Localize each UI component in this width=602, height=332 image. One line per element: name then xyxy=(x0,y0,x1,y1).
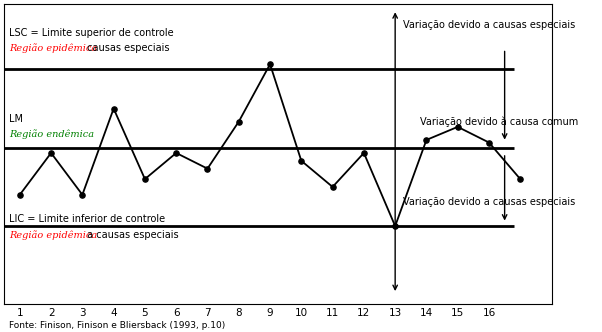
Text: LSC = Limite superior de controle: LSC = Limite superior de controle xyxy=(9,28,173,38)
Text: Região epidêmica: Região epidêmica xyxy=(9,43,97,53)
Point xyxy=(390,223,400,229)
Point xyxy=(421,137,431,142)
Text: 1: 1 xyxy=(16,308,23,318)
Text: causas especiais: causas especiais xyxy=(84,43,169,53)
Text: 14: 14 xyxy=(420,308,433,318)
Point xyxy=(140,176,150,182)
Text: LIC = Limite inferior de controle: LIC = Limite inferior de controle xyxy=(9,214,165,224)
Text: 11: 11 xyxy=(326,308,339,318)
Text: 9: 9 xyxy=(267,308,273,318)
Point xyxy=(265,61,275,67)
Point xyxy=(172,150,181,156)
Text: 13: 13 xyxy=(388,308,402,318)
Text: Variação devido a causas especiais: Variação devido a causas especiais xyxy=(403,20,576,30)
Text: LM: LM xyxy=(9,114,23,124)
Text: 3: 3 xyxy=(79,308,85,318)
Point xyxy=(359,150,368,156)
Text: Região endêmica: Região endêmica xyxy=(9,129,94,139)
Text: 15: 15 xyxy=(451,308,464,318)
Text: 10: 10 xyxy=(295,308,308,318)
Text: 5: 5 xyxy=(141,308,148,318)
Text: Variação devido a causas especiais: Variação devido a causas especiais xyxy=(403,197,576,208)
Text: a causas especiais: a causas especiais xyxy=(84,230,179,240)
Point xyxy=(327,184,337,190)
Text: 12: 12 xyxy=(357,308,370,318)
Point xyxy=(78,192,87,198)
Point xyxy=(234,119,244,124)
Point xyxy=(515,176,525,182)
Point xyxy=(203,166,213,171)
Text: 8: 8 xyxy=(235,308,242,318)
Text: Variação devido à causa comum: Variação devido à causa comum xyxy=(420,117,579,127)
Point xyxy=(109,106,119,111)
Text: 6: 6 xyxy=(173,308,179,318)
Point xyxy=(46,150,56,156)
Point xyxy=(484,140,494,145)
Text: Fonte: Finison, Finison e Bliersback (1993, p.10): Fonte: Finison, Finison e Bliersback (19… xyxy=(9,321,225,330)
Text: 2: 2 xyxy=(48,308,54,318)
Point xyxy=(15,192,25,198)
Point xyxy=(453,124,462,129)
Text: 16: 16 xyxy=(482,308,495,318)
Point xyxy=(297,158,306,163)
Text: Região epidêmica: Região epidêmica xyxy=(9,230,97,240)
Text: 4: 4 xyxy=(110,308,117,318)
Text: 7: 7 xyxy=(204,308,211,318)
